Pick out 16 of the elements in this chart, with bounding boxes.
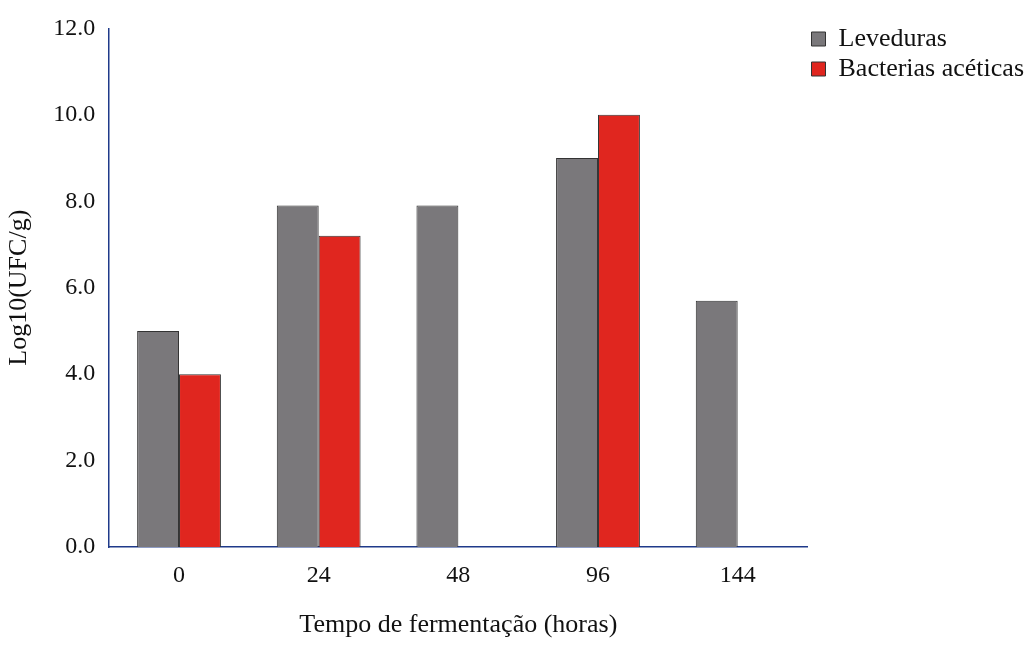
x-tick-label: 0 [173,560,186,587]
y-tick-label: 10.0 [53,100,96,127]
x-tick-label: 144 [719,560,756,587]
y-tick-label: 12.0 [53,13,96,40]
x-tick-label: 96 [586,560,611,587]
y-tick-label: 8.0 [65,186,96,213]
x-tick-label: 24 [306,560,331,587]
y-tick-label: 0.0 [65,532,96,559]
y-tick-label: 4.0 [65,359,96,386]
x-tick-label: 48 [446,560,471,587]
x-axis-title: Tempo de fermentação (horas) [299,609,618,639]
y-axis-title: Log10(UFC/g) [3,209,33,366]
y-tick-label: 2.0 [65,445,96,472]
y-tick-label: 6.0 [65,273,96,299]
legend-label: Leveduras [838,22,947,52]
legend-label: Bacterias acéticas [838,52,1025,82]
